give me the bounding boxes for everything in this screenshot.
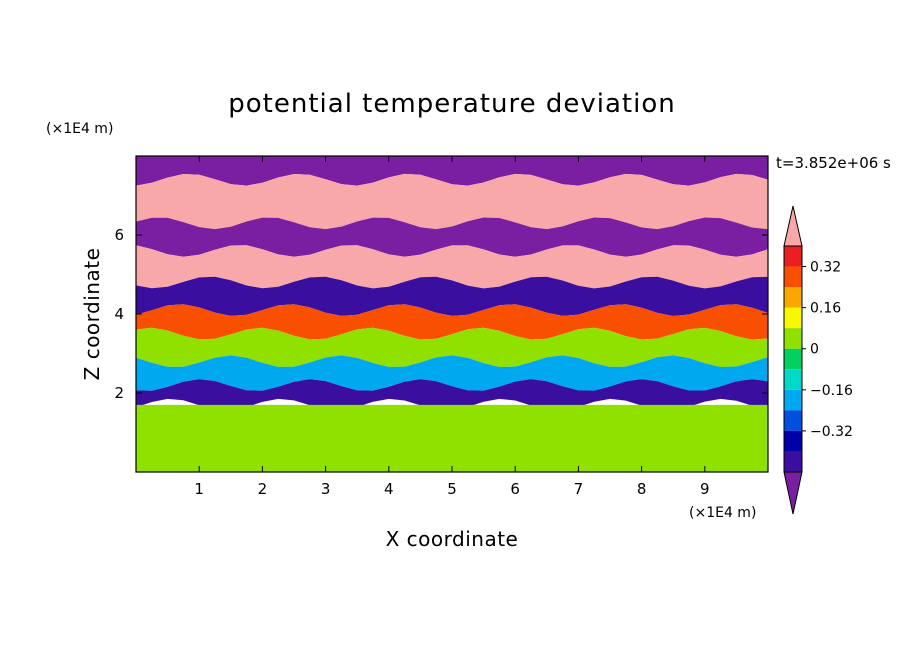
y-tick-label: 2 [114,384,124,402]
contour-band [136,355,768,391]
y-unit-label: (×1E4 m) [46,121,113,137]
contour-band [136,404,768,472]
y-tick-label: 4 [114,305,124,323]
chart-title: potential temperature deviation [228,89,675,119]
x-tick-label: 8 [637,480,647,498]
x-tick-label: 9 [700,480,710,498]
y-tick-label: 6 [114,226,124,244]
colorbar-segment [784,266,802,288]
colorbar-tick-label: 0 [810,342,819,358]
contour-band [136,327,768,367]
colorbar-frame [783,245,803,473]
colorbar-segment [784,410,802,431]
colorbar-segment [784,287,802,308]
colorbar-segment [784,389,802,411]
contour-band [136,379,768,411]
colorbar-tick-label: −0.16 [810,383,853,399]
colorbar-segment [784,451,802,472]
x-unit-label: (×1E4 m) [689,505,756,521]
x-tick-label: 6 [510,480,520,498]
colorbar-segment [784,328,802,349]
x-tick-label: 2 [258,480,268,498]
contour-band [136,245,768,289]
contour-band [136,276,768,316]
colorbar-extend-min [783,471,803,515]
time-label: t=3.852e+06 s [776,154,891,172]
contour-band [136,217,768,257]
contour-band [136,304,768,340]
colorbar-tick-label: 0.32 [810,260,841,276]
colorbar-segment [784,246,802,267]
colorbar-segment [784,307,802,329]
x-tick-label: 3 [321,480,331,498]
contour-band [136,156,768,186]
colorbar: 0.32 0.16 0 −0.16 −0.32 [783,205,853,515]
x-axis-label: X coordinate [386,527,519,551]
x-tick-label: 4 [384,480,394,498]
colorbar-segment [784,348,802,370]
x-tick-label: 5 [447,480,457,498]
colorbar-tick-label: 0.16 [810,301,841,317]
y-axis-label: Z coordinate [80,248,104,381]
colorbar-tick-label: −0.32 [810,424,853,440]
colorbar-segment [784,430,802,452]
x-axis-ticks: 1 2 3 4 5 6 7 8 9 [194,156,710,498]
contour-band [136,173,768,230]
x-tick-label: 1 [194,480,204,498]
colorbar-segment [784,369,802,390]
contour-plot [136,156,768,472]
colorbar-extend-max [783,205,803,247]
x-tick-label: 7 [574,480,584,498]
y-axis-ticks: 2 4 6 [114,226,768,402]
